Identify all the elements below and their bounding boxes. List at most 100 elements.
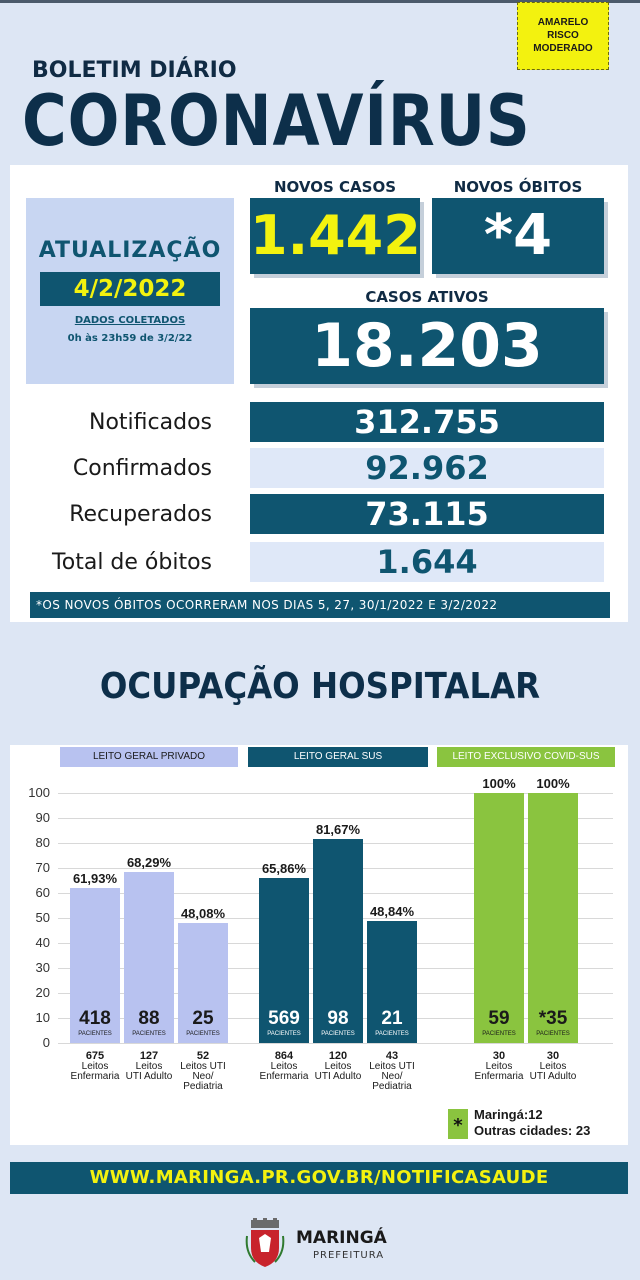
bar-beds-count: 675: [85, 1050, 105, 1062]
y-tick-label: 20: [35, 985, 50, 1000]
occupancy-bar: [474, 793, 524, 1043]
bar-patients-label: PACIENTES: [321, 1031, 355, 1037]
bar-patients-count: 25: [192, 1008, 214, 1029]
chart-gridline: [58, 1043, 613, 1044]
bar-beds-count: 30: [546, 1050, 560, 1062]
bar-bed-type: Leitos: [81, 1061, 109, 1072]
chart-header-private: LEITO GERAL PRIVADO: [60, 747, 238, 767]
bar-percent-label: 48,84%: [369, 903, 415, 919]
logo-city-name: MARINGÁ: [296, 1228, 387, 1248]
occupancy-bar: [70, 888, 120, 1043]
y-tick-label: 70: [35, 860, 50, 875]
confirmed-value: 92.962: [250, 448, 604, 488]
bar-percent-label: 65,86%: [261, 861, 307, 877]
new-cases-value: 1.442: [250, 198, 421, 274]
total-deaths-value: 1.644: [250, 542, 604, 582]
update-date: 4/2/2022: [40, 272, 220, 306]
occupancy-bar: [124, 872, 174, 1043]
notified-value: 312.755: [250, 402, 604, 442]
bar-beds-count: 127: [139, 1050, 159, 1062]
bar-bed-type: Leitos: [324, 1061, 352, 1072]
active-cases-label: CASOS ATIVOS: [365, 288, 489, 306]
bar-beds-label: 675 Leitos Enfermaria: [65, 1050, 125, 1082]
bar-bed-type: Leitos UTI: [180, 1061, 226, 1072]
new-deaths-value: *4: [432, 198, 604, 274]
bar-patients-count: 569: [268, 1008, 300, 1029]
occupancy-title: OCUPAÇÃO HOSPITALAR: [99, 666, 541, 707]
bar-beds-label: 127 Leitos UTI Adulto: [119, 1050, 179, 1082]
bar-bed-type: Leitos: [270, 1061, 298, 1072]
bar-beds-label: 864 Leitos Enfermaria: [254, 1050, 314, 1082]
bar-bed-type: Enfermaria: [70, 1071, 120, 1082]
bar-bed-type: Neo/: [381, 1071, 403, 1082]
y-tick-label: 60: [35, 885, 50, 900]
occupancy-bar: [367, 920, 417, 1043]
total-deaths-label: Total de óbitos: [52, 550, 212, 575]
bar-patients-label: PACIENTES: [132, 1031, 166, 1037]
chart-gridline: [58, 818, 613, 819]
bar-patients-label: PACIENTES: [536, 1031, 570, 1037]
bar-percent-label: 48,08%: [180, 905, 226, 921]
y-tick-label: 90: [35, 810, 50, 825]
bar-patients-count: 21: [381, 1008, 403, 1029]
bar-percent-label: 61,93%: [72, 871, 118, 887]
risk-line-3: MODERADO: [533, 43, 593, 54]
top-border: [0, 0, 640, 3]
data-collected-period: 0h às 23h59 de 3/2/22: [67, 333, 193, 344]
covid-uti-legend: * Maringá:12 Outras cidades: 23: [448, 1105, 612, 1141]
bar-bed-type: UTI Adulto: [125, 1071, 173, 1082]
bar-patients-count: 418: [79, 1008, 111, 1029]
confirmed-label: Confirmados: [72, 456, 212, 481]
bar-beds-count: 30: [492, 1050, 506, 1062]
bar-beds-label: 120 Leitos UTI Adulto: [308, 1050, 368, 1082]
bar-beds-count: 43: [385, 1050, 399, 1062]
bar-bed-type: Leitos: [539, 1061, 567, 1072]
bar-patients-label: PACIENTES: [267, 1031, 301, 1037]
bar-patients-count: *35: [538, 1008, 568, 1029]
bar-beds-count: 864: [274, 1050, 294, 1062]
risk-level-badge: AMARELO RISCO MODERADO: [517, 2, 609, 70]
chart-header-covid-sus: LEITO EXCLUSIVO COVID-SUS: [437, 747, 615, 767]
update-label: ATUALIZAÇÃO: [38, 238, 222, 263]
bar-bed-type: UTI Adulto: [529, 1071, 577, 1082]
notified-label: Notificados: [89, 410, 212, 435]
bar-patients-count: 98: [327, 1008, 349, 1029]
bar-beds-label: 52 Leitos UTI Neo/Pediatria: [173, 1050, 233, 1092]
bar-patients-count: 88: [138, 1008, 160, 1029]
deaths-footnote: *OS NOVOS ÓBITOS OCORRERAM NOS DIAS 5, 2…: [30, 592, 610, 618]
y-tick-label: 10: [35, 1010, 50, 1025]
maringa-coat-of-arms-icon: [245, 1218, 285, 1267]
page-title: CORONAVÍRUS: [22, 80, 531, 162]
y-tick-label: 100: [28, 785, 50, 800]
bar-bed-type: UTI Adulto: [314, 1071, 362, 1082]
logo-subtitle: PREFEITURA: [313, 1250, 385, 1261]
y-tick-label: 50: [35, 910, 50, 925]
occupancy-bar: [259, 878, 309, 1043]
bulletin-subtitle: BOLETIM DIÁRIO: [32, 58, 237, 83]
bar-bed-type: Enfermaria: [474, 1071, 524, 1082]
bar-patients-count: 59: [488, 1008, 510, 1029]
bar-bed-type: Neo/: [192, 1071, 214, 1082]
bar-beds-count: 52: [196, 1050, 210, 1062]
bar-bed-type: Pediatria: [183, 1081, 223, 1092]
chart-header-sus: LEITO GERAL SUS: [248, 747, 428, 767]
asterisk-legend-mark: *: [448, 1109, 468, 1139]
y-tick-label: 80: [35, 835, 50, 850]
occupancy-bar: [313, 838, 363, 1043]
bar-bed-type: Leitos: [135, 1061, 163, 1072]
bar-patients-label: PACIENTES: [186, 1031, 220, 1037]
bar-patients-label: PACIENTES: [78, 1031, 112, 1037]
notification-url[interactable]: WWW.MARINGA.PR.GOV.BR/NOTIFICASAUDE: [10, 1162, 628, 1194]
bar-percent-label: 81,67%: [315, 821, 361, 837]
y-tick-label: 40: [35, 935, 50, 950]
bar-bed-type: Pediatria: [372, 1081, 412, 1092]
occupancy-bar: [528, 793, 578, 1043]
bar-beds-label: 43 Leitos UTI Neo/Pediatria: [362, 1050, 422, 1092]
bar-bed-type: Leitos UTI: [369, 1061, 415, 1072]
y-tick-label: 0: [42, 1035, 50, 1050]
bar-percent-label: 100%: [482, 776, 516, 791]
y-tick-label: 30: [35, 960, 50, 975]
recovered-label: Recuperados: [69, 502, 212, 527]
bar-percent-label: 68,29%: [126, 855, 172, 871]
risk-line-1: AMARELO: [537, 17, 589, 28]
